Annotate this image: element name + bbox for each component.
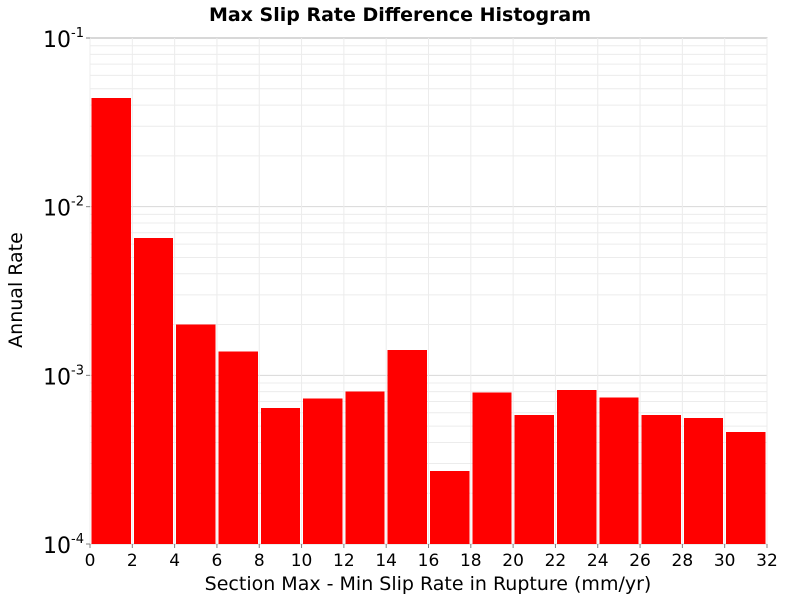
x-tick-label: 24: [587, 551, 609, 571]
x-tick-label: 8: [254, 551, 265, 571]
histogram-bar: [726, 432, 766, 544]
histogram-bar: [599, 397, 639, 544]
x-tick-label: 26: [629, 551, 651, 571]
x-tick-label: 16: [418, 551, 440, 571]
x-axis-ticks: 0 2 4 6 8 10 12 14 16 18 20 22 24 26 28 30 32: [85, 544, 778, 571]
histogram-bar: [260, 408, 301, 544]
x-tick-label: 22: [545, 551, 567, 571]
chart-title: Max Slip Rate Difference Histogram: [209, 4, 591, 26]
y-axis-ticks: 10-4 10-3 10-2 10-1: [43, 26, 90, 559]
histogram-bar: [176, 324, 216, 544]
plot-area: [89, 37, 768, 545]
x-tick-label: 20: [502, 551, 524, 571]
y-tick-label: 10-4: [43, 532, 84, 559]
x-tick-label: 32: [756, 551, 778, 571]
histogram-bar: [387, 350, 427, 544]
x-tick-label: 4: [169, 551, 180, 571]
x-tick-label: 0: [85, 551, 96, 571]
x-tick-label: 10: [291, 551, 313, 571]
x-tick-label: 28: [672, 551, 694, 571]
histogram-bar: [641, 415, 681, 544]
histogram-bar: [683, 417, 724, 544]
y-tick-label: 10-2: [43, 195, 84, 222]
histogram-bar: [91, 98, 131, 545]
bar-series: [91, 98, 766, 545]
histogram-bar: [556, 389, 597, 544]
x-tick-label: 14: [375, 551, 397, 571]
histogram-bar: [303, 398, 343, 544]
x-tick-label: 12: [333, 551, 355, 571]
x-tick-label: 30: [714, 551, 736, 571]
histogram-bar: [514, 415, 554, 544]
histogram-bar: [218, 351, 258, 544]
x-axis-label: Section Max - Min Slip Rate in Rupture (…: [205, 573, 652, 595]
histogram-bar: [345, 391, 385, 544]
y-axis-label: Annual Rate: [5, 232, 27, 348]
y-tick-label: 10-1: [43, 26, 84, 53]
histogram-bar: [133, 238, 174, 544]
histogram-bar: [472, 392, 512, 544]
x-tick-label: 18: [460, 551, 482, 571]
x-tick-label: 6: [212, 551, 223, 571]
histogram-bar: [430, 471, 470, 544]
x-tick-label: 2: [127, 551, 138, 571]
y-tick-label: 10-3: [43, 363, 84, 390]
